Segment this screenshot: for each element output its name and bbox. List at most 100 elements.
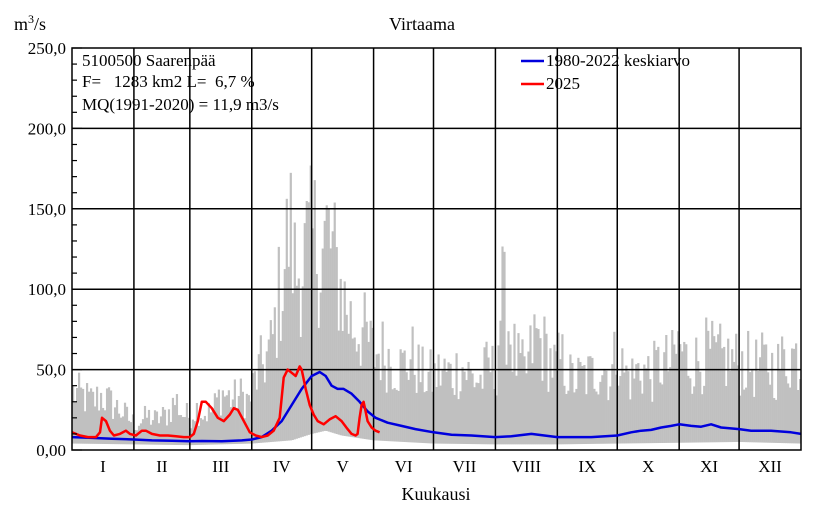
range-bar (81, 388, 85, 444)
range-bar (797, 389, 800, 444)
month-label: II (156, 457, 168, 476)
range-bar (77, 372, 81, 444)
range-bar (591, 357, 594, 444)
range-bar (453, 394, 456, 444)
x-axis-label: Kuukausi (402, 484, 471, 504)
range-bar (715, 342, 718, 443)
range-bar (765, 344, 768, 443)
range-bar (707, 330, 710, 443)
month-label: IX (578, 457, 596, 476)
range-bar (511, 371, 514, 445)
series-line (71, 365, 381, 439)
range-bar (489, 372, 492, 445)
range-bar (777, 343, 780, 443)
range-bar (265, 351, 268, 443)
range-bar (713, 336, 716, 443)
range-bar (449, 363, 452, 444)
range-bar (351, 338, 354, 438)
range-bar (345, 314, 348, 437)
range-bar (597, 394, 600, 444)
range-bar (779, 370, 782, 444)
range-bar (121, 416, 125, 445)
range-bar (191, 419, 195, 446)
range-bar (417, 344, 420, 443)
range-bar (275, 357, 278, 442)
range-bar (613, 331, 616, 444)
range-bar (627, 371, 630, 444)
range-bar (173, 405, 177, 445)
range-bar (443, 358, 446, 444)
range-bar (471, 373, 474, 445)
range-bar (559, 359, 562, 445)
range-bar (103, 410, 107, 444)
range-bar (593, 388, 596, 444)
range-bar (475, 382, 478, 445)
range-bar (211, 408, 215, 445)
y-tick-labels: 0,00 50,0 100,0 150,0 200,0 250,0 (28, 39, 66, 460)
range-bar (379, 380, 382, 441)
range-bar (557, 332, 560, 445)
range-bar (565, 393, 568, 445)
info-line-station: 5100500 Saarenpää (82, 51, 216, 70)
range-bar (311, 228, 314, 434)
range-bar (603, 368, 606, 444)
range-bar (657, 346, 660, 444)
legend-label-2025: 2025 (546, 74, 580, 93)
series-line (71, 370, 802, 443)
range-bar (535, 328, 538, 445)
range-bar (645, 368, 648, 444)
range-bar (571, 363, 574, 445)
range-bar (581, 365, 584, 445)
range-bar (371, 327, 374, 441)
range-bar (431, 391, 434, 444)
range-bar (695, 337, 698, 443)
range-bar (517, 333, 520, 445)
range-bar (631, 358, 634, 444)
range-bar (323, 220, 326, 431)
range-bar (225, 395, 228, 445)
range-bar (691, 393, 694, 443)
range-bar (315, 274, 318, 433)
range-bar (427, 371, 430, 444)
range-bar (509, 344, 512, 445)
range-bar (675, 353, 678, 443)
range-bar (397, 390, 400, 442)
range-bar (539, 338, 542, 445)
y-tick-label: 200,0 (28, 119, 66, 138)
range-bar (271, 334, 274, 442)
range-bar (495, 395, 498, 445)
range-bar (651, 401, 654, 444)
range-bar (705, 317, 708, 443)
range-bar (235, 410, 238, 444)
range-bar (601, 375, 604, 444)
range-bar (607, 400, 610, 444)
range-bar (545, 333, 548, 445)
range-bar (73, 402, 77, 444)
range-bar (619, 376, 622, 444)
range-bar (391, 389, 394, 442)
range-bar (259, 335, 262, 443)
range-bar (759, 357, 762, 443)
range-bar (291, 293, 294, 441)
range-bar (611, 364, 614, 444)
range-bar (487, 357, 490, 445)
range-bar (647, 356, 650, 444)
range-bar (403, 350, 406, 443)
range-bar (409, 359, 412, 443)
range-bar (547, 391, 550, 445)
range-bar (477, 383, 480, 445)
range-bar (357, 344, 360, 439)
month-label: XII (758, 457, 782, 476)
range-bar (139, 423, 143, 445)
month-label: III (212, 457, 229, 476)
range-bar (105, 388, 109, 445)
range-bar (761, 332, 764, 443)
range-bar (175, 394, 179, 445)
range-bar (687, 375, 690, 443)
range-bar (757, 370, 760, 443)
range-bar (187, 417, 191, 446)
range-bar (583, 365, 586, 445)
y-tick-label: 50,0 (36, 361, 66, 380)
range-bar (653, 340, 656, 444)
range-bar (331, 231, 334, 433)
